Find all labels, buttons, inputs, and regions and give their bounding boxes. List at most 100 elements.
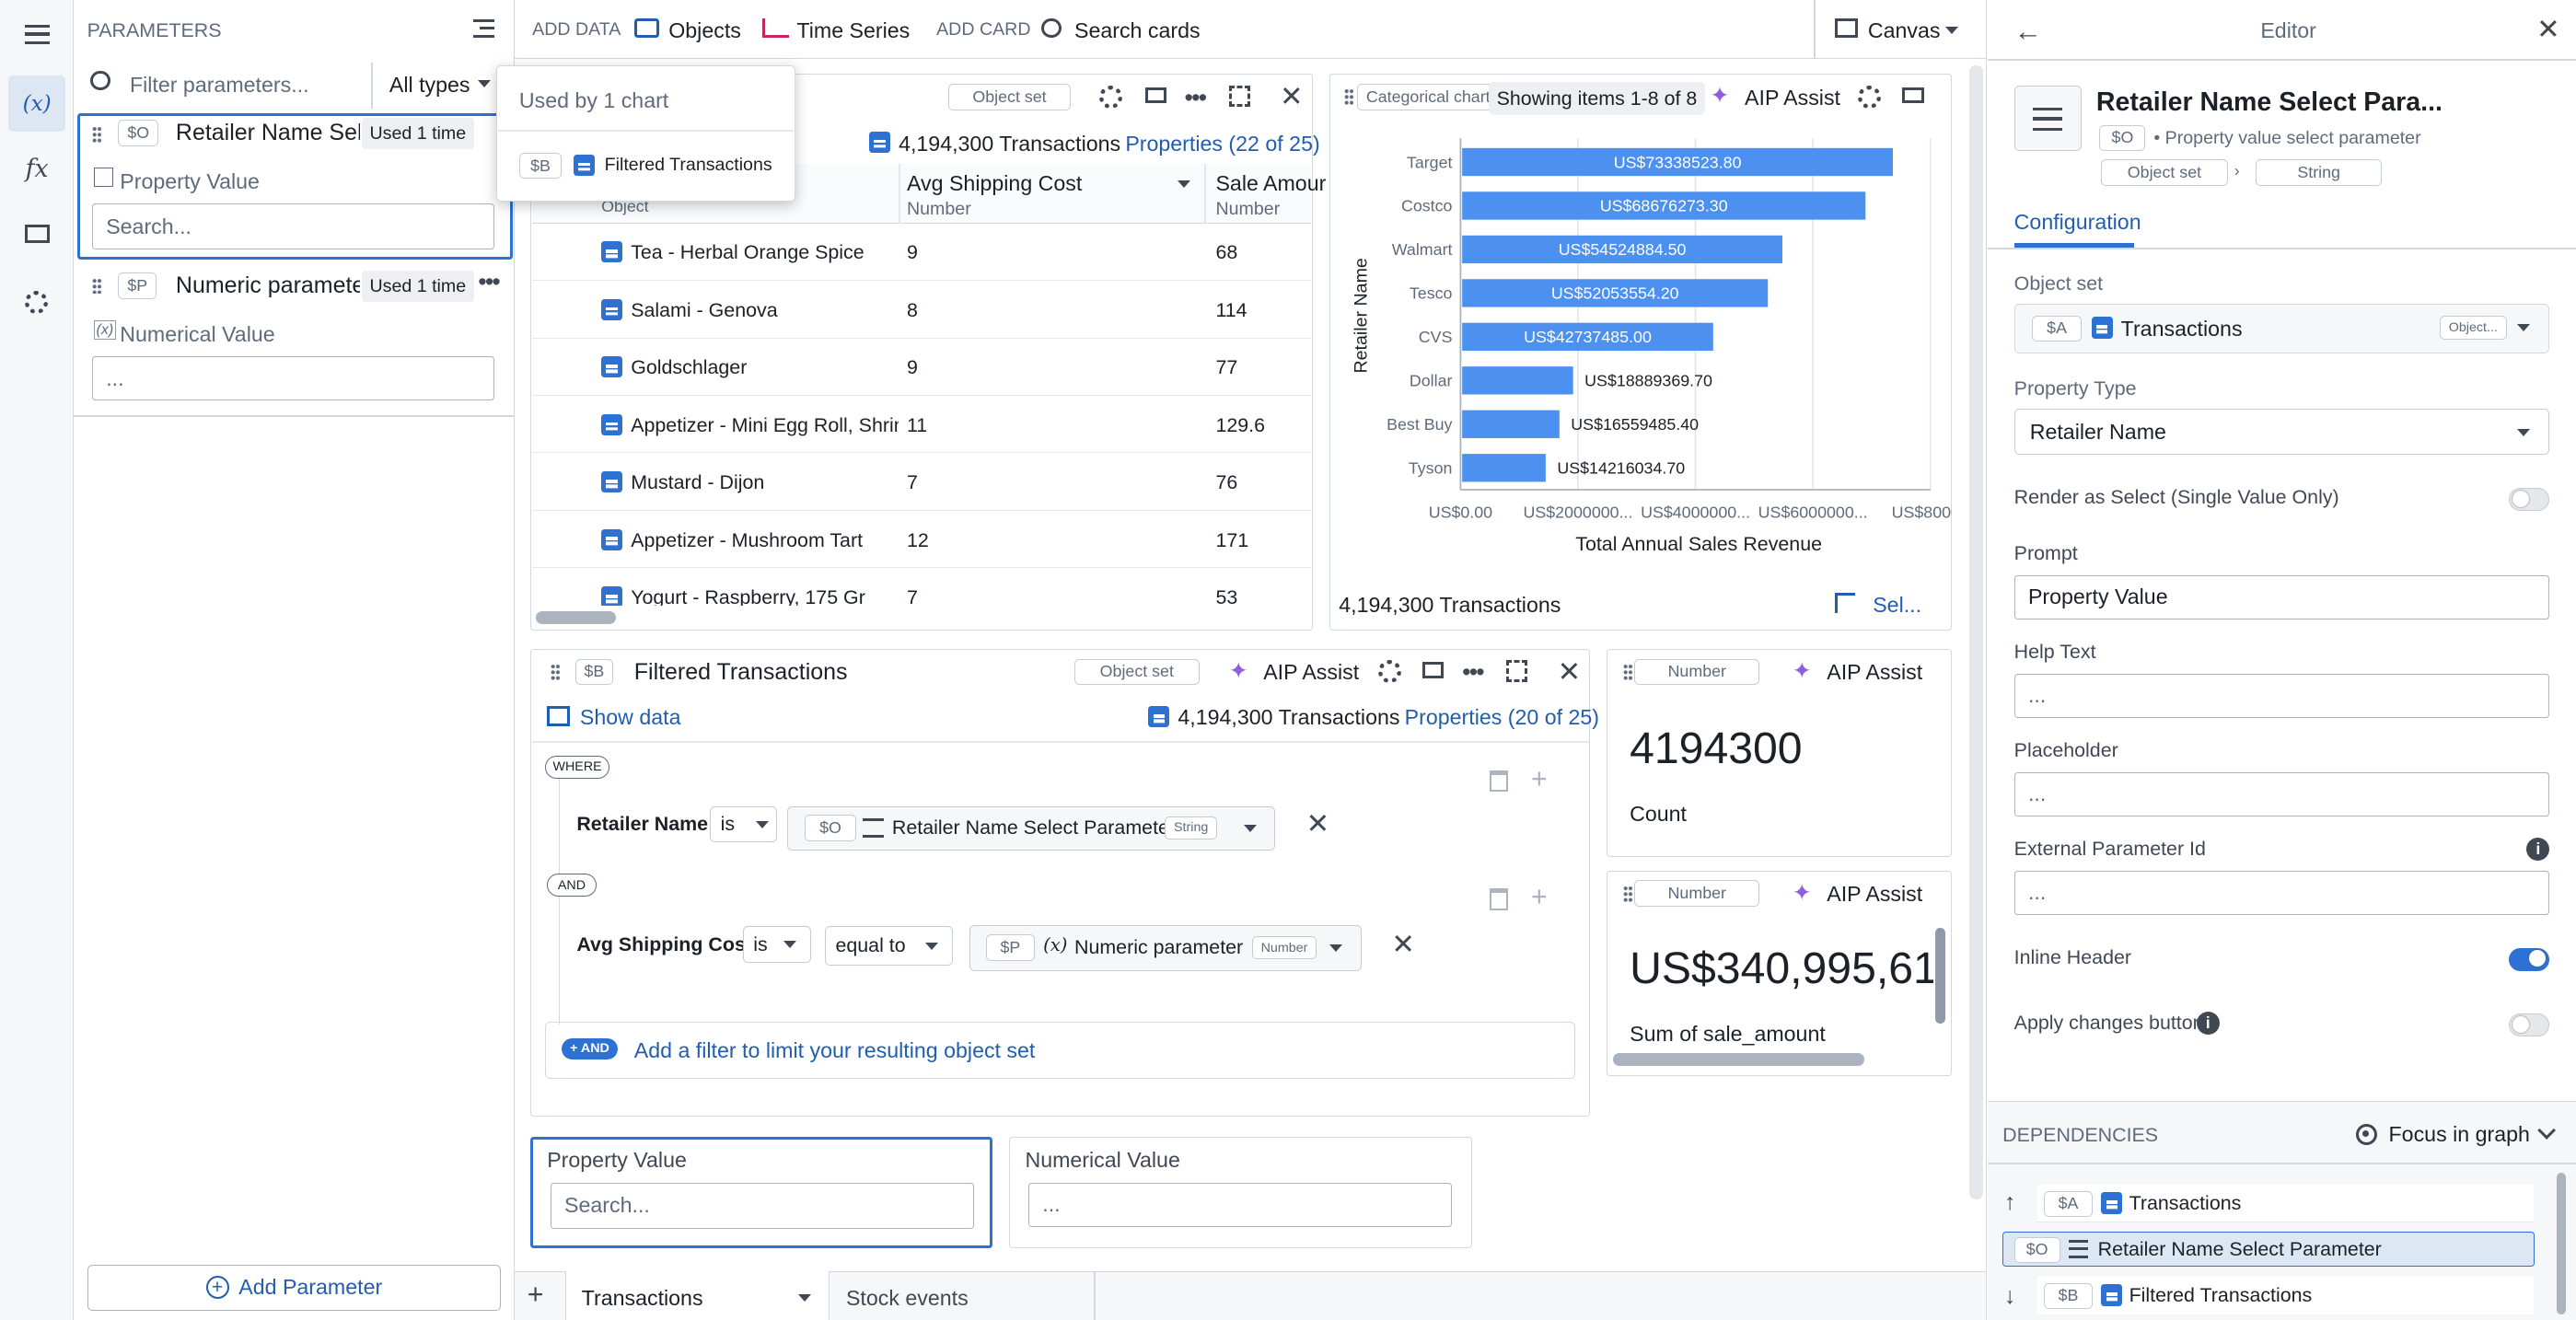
settings-icon[interactable] (1378, 660, 1402, 684)
aip-assist-button[interactable]: AIP Assist (1263, 660, 1360, 685)
expand-icon[interactable] (1228, 85, 1250, 107)
apply-changes-toggle[interactable] (2508, 1013, 2550, 1036)
bar[interactable] (1462, 191, 1866, 220)
time-series-button[interactable]: Time Series (796, 17, 911, 42)
property-value-input[interactable]: Search... (550, 1182, 975, 1229)
remove-filter-icon[interactable]: ✕ (1391, 929, 1415, 960)
table-row[interactable]: Appetizer - Mushroom Tart 12 171 (532, 511, 1311, 569)
add-parameter-button[interactable]: + Add Parameter (87, 1264, 502, 1311)
placeholder-input[interactable]: ... (2013, 771, 2550, 816)
search-cards-button[interactable]: Search cards (1073, 17, 1201, 42)
chevron-down-icon[interactable] (798, 1294, 812, 1303)
aip-assist-button[interactable]: AIP Assist (1745, 85, 1840, 110)
drag-handle-icon[interactable] (550, 663, 561, 680)
drag-handle-icon[interactable] (91, 277, 102, 295)
present-icon[interactable] (1422, 662, 1445, 678)
param-number-input[interactable]: ... (91, 356, 495, 401)
external-id-input[interactable]: ... (2013, 870, 2550, 915)
column-header-object[interactable]: Object (601, 197, 649, 216)
params-filter-input[interactable]: Filter parameters... (129, 72, 309, 97)
column-header-sale[interactable]: Sale Amour (1215, 170, 1327, 195)
variable-icon[interactable]: (x) (7, 75, 66, 132)
back-arrow-icon[interactable]: ← (2013, 16, 2042, 47)
add-and-button[interactable]: + AND (562, 1037, 618, 1059)
bar[interactable] (1462, 410, 1560, 438)
filter2-operator[interactable]: is (742, 926, 812, 963)
table-row[interactable]: Goldschlager 9 77 (532, 339, 1311, 397)
all-types-select[interactable]: All types (389, 72, 470, 97)
chevron-down-icon[interactable] (1243, 824, 1257, 833)
horizontal-scrollbar[interactable] (1613, 1052, 1865, 1067)
filter2-comparator[interactable]: equal to (824, 926, 953, 967)
close-icon[interactable]: ✕ (1557, 656, 1582, 688)
select-icon[interactable] (1835, 593, 1855, 613)
function-icon[interactable]: fx (25, 155, 49, 184)
trash-icon[interactable] (1490, 888, 1509, 910)
add-tab-icon[interactable]: + (527, 1279, 544, 1311)
dependency-item-selected[interactable] (2002, 1232, 2535, 1267)
aip-assist-button[interactable]: AIP Assist (1827, 882, 1923, 907)
tab-transactions[interactable] (564, 1271, 830, 1320)
filter1-param[interactable] (786, 806, 1275, 851)
plus-icon[interactable]: + (1531, 882, 1548, 913)
close-icon[interactable]: ✕ (2536, 14, 2560, 45)
more-icon[interactable]: ••• (478, 267, 501, 295)
property-type-select[interactable]: Retailer Name (2013, 409, 2550, 456)
canvas-scrollbar[interactable] (1969, 65, 1983, 1199)
bar[interactable] (1462, 278, 1769, 307)
table-row[interactable]: Salami - Genova 8 114 (532, 281, 1311, 339)
table-row[interactable]: Tea - Herbal Orange Spice 9 68 (532, 224, 1311, 282)
drag-handle-icon[interactable] (91, 126, 102, 144)
table-row[interactable]: Appetizer - Mini Egg Roll, Shrim 11 129.6 (532, 396, 1311, 454)
canvas-select[interactable]: Canvas (1867, 17, 1941, 42)
bar[interactable] (1462, 235, 1782, 263)
plus-icon[interactable]: + (1531, 763, 1548, 794)
tab-configuration[interactable]: Configuration (2013, 210, 2141, 235)
collapse-panel-icon[interactable] (472, 19, 495, 39)
properties-link[interactable]: Properties (20 of 25) (1404, 704, 1600, 729)
remove-filter-icon[interactable]: ✕ (1305, 809, 1330, 840)
more-icon[interactable]: ••• (1184, 83, 1208, 111)
expand-icon[interactable] (1506, 660, 1528, 682)
settings-icon[interactable] (1098, 85, 1122, 109)
inline-header-toggle[interactable] (2508, 947, 2550, 971)
drag-handle-icon[interactable] (1622, 663, 1633, 680)
prompt-input[interactable]: Property Value (2013, 574, 2550, 619)
bar[interactable] (1462, 453, 1546, 482)
info-icon[interactable]: i (2526, 838, 2550, 861)
sort-icon[interactable] (1178, 180, 1191, 190)
drag-handle-icon[interactable] (1622, 885, 1633, 902)
objects-button[interactable]: Objects (668, 17, 741, 42)
bar[interactable] (1462, 147, 1893, 176)
properties-link[interactable]: Properties (22 of 25) (1125, 131, 1320, 156)
presentation-icon[interactable] (24, 225, 50, 244)
present-icon[interactable] (1144, 87, 1166, 104)
vertical-scrollbar[interactable] (1935, 928, 1945, 1024)
bar[interactable] (1462, 322, 1713, 351)
horizontal-scrollbar[interactable] (535, 610, 617, 625)
help-text-input[interactable]: ... (2013, 673, 2550, 718)
aip-assist-button[interactable]: AIP Assist (1827, 660, 1923, 685)
popover-item[interactable]: Filtered Transactions (604, 154, 772, 175)
close-icon[interactable]: ✕ (1280, 82, 1304, 112)
used-badge[interactable]: Used 1 time (361, 271, 475, 303)
show-data-button[interactable]: Show data (579, 704, 681, 729)
column-header-shipping[interactable]: Avg Shipping Cost (906, 170, 1083, 195)
table-row[interactable]: Yogurt - Raspberry, 175 Gr 7 53 (532, 568, 1311, 626)
drag-handle-icon[interactable] (1343, 88, 1354, 106)
table-row[interactable]: Mustard - Dijon 7 76 (532, 453, 1311, 511)
focus-in-graph-button[interactable]: Focus in graph (2388, 1121, 2530, 1146)
settings-icon[interactable] (24, 290, 48, 314)
select-button[interactable]: Sel... (1873, 593, 1922, 618)
add-filter-row[interactable] (545, 1021, 1576, 1080)
present-icon[interactable] (1902, 87, 1924, 104)
chevron-down-icon[interactable] (1329, 944, 1342, 953)
bar[interactable] (1462, 365, 1573, 395)
menu-icon[interactable] (24, 24, 50, 45)
settings-icon[interactable] (1858, 85, 1882, 109)
param-search-input[interactable]: Search... (91, 203, 495, 250)
add-filter-link[interactable]: Add a filter to limit your resulting obj… (633, 1037, 1036, 1062)
numerical-value-input[interactable]: ... (1028, 1182, 1453, 1227)
info-icon[interactable]: i (2196, 1012, 2220, 1036)
trash-icon[interactable] (1490, 770, 1509, 793)
